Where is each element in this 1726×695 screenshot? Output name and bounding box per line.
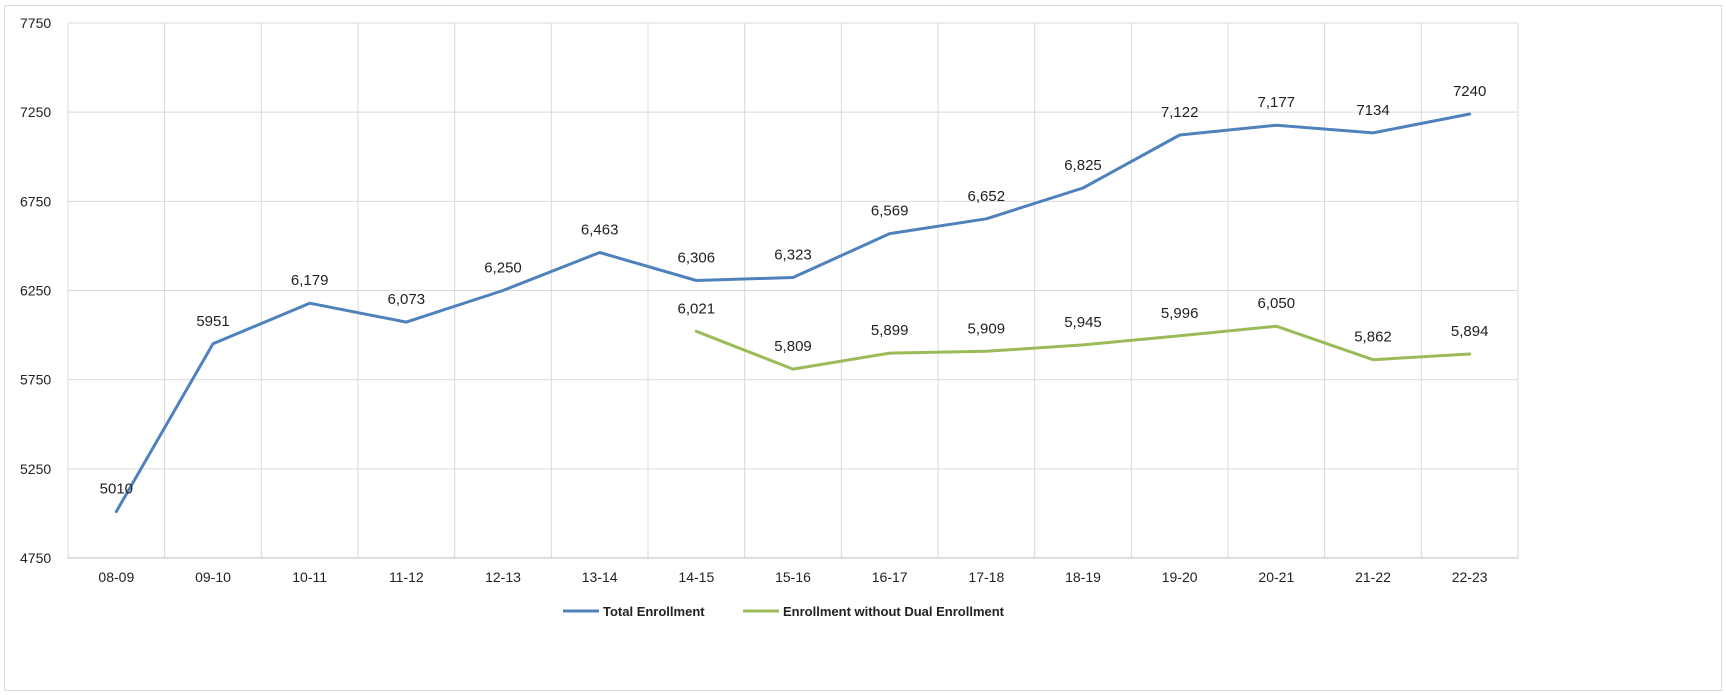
- data-label: 7240: [1453, 83, 1486, 100]
- data-label: 5,996: [1161, 305, 1199, 322]
- legend-label: Total Enrollment: [603, 604, 705, 619]
- legend: Total Enrollment Enrollment without Dual …: [563, 604, 1005, 619]
- data-label: 6,463: [581, 222, 619, 239]
- data-label: 7,122: [1161, 104, 1199, 121]
- x-tick-label: 12-13: [485, 569, 521, 585]
- y-axis-ticks: 4750 5250 5750 6250 6750 7250 7750: [20, 15, 51, 566]
- data-label: 6,073: [388, 291, 426, 308]
- y-tick-label: 7750: [20, 15, 51, 31]
- x-tick-label: 08-09: [98, 569, 134, 585]
- data-label: 5951: [196, 313, 229, 330]
- y-tick-label: 6250: [20, 283, 51, 299]
- x-tick-label: 15-16: [775, 569, 811, 585]
- data-label: 5,894: [1451, 323, 1489, 340]
- x-tick-label: 22-23: [1452, 569, 1488, 585]
- x-tick-label: 19-20: [1162, 569, 1198, 585]
- data-label: 6,250: [484, 260, 522, 277]
- data-label: 5,809: [774, 338, 812, 355]
- x-tick-label: 21-22: [1355, 569, 1391, 585]
- y-tick-label: 7250: [20, 104, 51, 120]
- y-tick-label: 6750: [20, 193, 51, 209]
- gridlines: [67, 22, 1519, 559]
- data-label: 6,050: [1258, 295, 1296, 312]
- data-label: 6,021: [678, 300, 716, 317]
- data-label: 5,862: [1354, 329, 1392, 346]
- data-labels: 5010 5951 6,179 6,073 6,250 6,463 6,306 6,323 6,…: [100, 83, 1489, 498]
- data-label: 6,569: [871, 203, 909, 220]
- x-tick-label: 14-15: [678, 569, 714, 585]
- data-label: 5010: [100, 481, 133, 498]
- data-label: 6,825: [1064, 157, 1102, 174]
- data-label: 7,177: [1258, 94, 1296, 111]
- data-label: 5,899: [871, 322, 909, 339]
- data-label: 6,179: [291, 272, 329, 289]
- x-tick-label: 09-10: [195, 569, 231, 585]
- y-tick-label: 5250: [20, 461, 51, 477]
- data-label: 7134: [1356, 102, 1389, 119]
- data-label: 6,306: [678, 250, 716, 267]
- y-tick-label: 4750: [20, 550, 51, 566]
- series-line-without-dual-enrollment: [694, 324, 1472, 371]
- x-tick-label: 20-21: [1258, 569, 1294, 585]
- x-tick-label: 13-14: [582, 569, 618, 585]
- legend-label: Enrollment without Dual Enrollment: [783, 604, 1005, 619]
- x-tick-label: 11-12: [389, 569, 424, 585]
- x-tick-label: 18-19: [1065, 569, 1101, 585]
- data-label: 6,652: [968, 188, 1006, 205]
- x-tick-label: 17-18: [968, 569, 1004, 585]
- data-label: 6,323: [774, 246, 812, 263]
- data-label: 5,945: [1064, 314, 1102, 331]
- x-axis-ticks: 08-09 09-10 10-11 11-12 12-13 13-14 14-15 15-16…: [98, 569, 1487, 585]
- series-lines: [114, 112, 1472, 514]
- x-tick-label: 16-17: [872, 569, 908, 585]
- x-tick-label: 10-11: [292, 569, 327, 585]
- data-label: 5,909: [968, 320, 1006, 337]
- y-tick-label: 5750: [20, 372, 51, 388]
- series-line-total-enrollment: [114, 112, 1472, 514]
